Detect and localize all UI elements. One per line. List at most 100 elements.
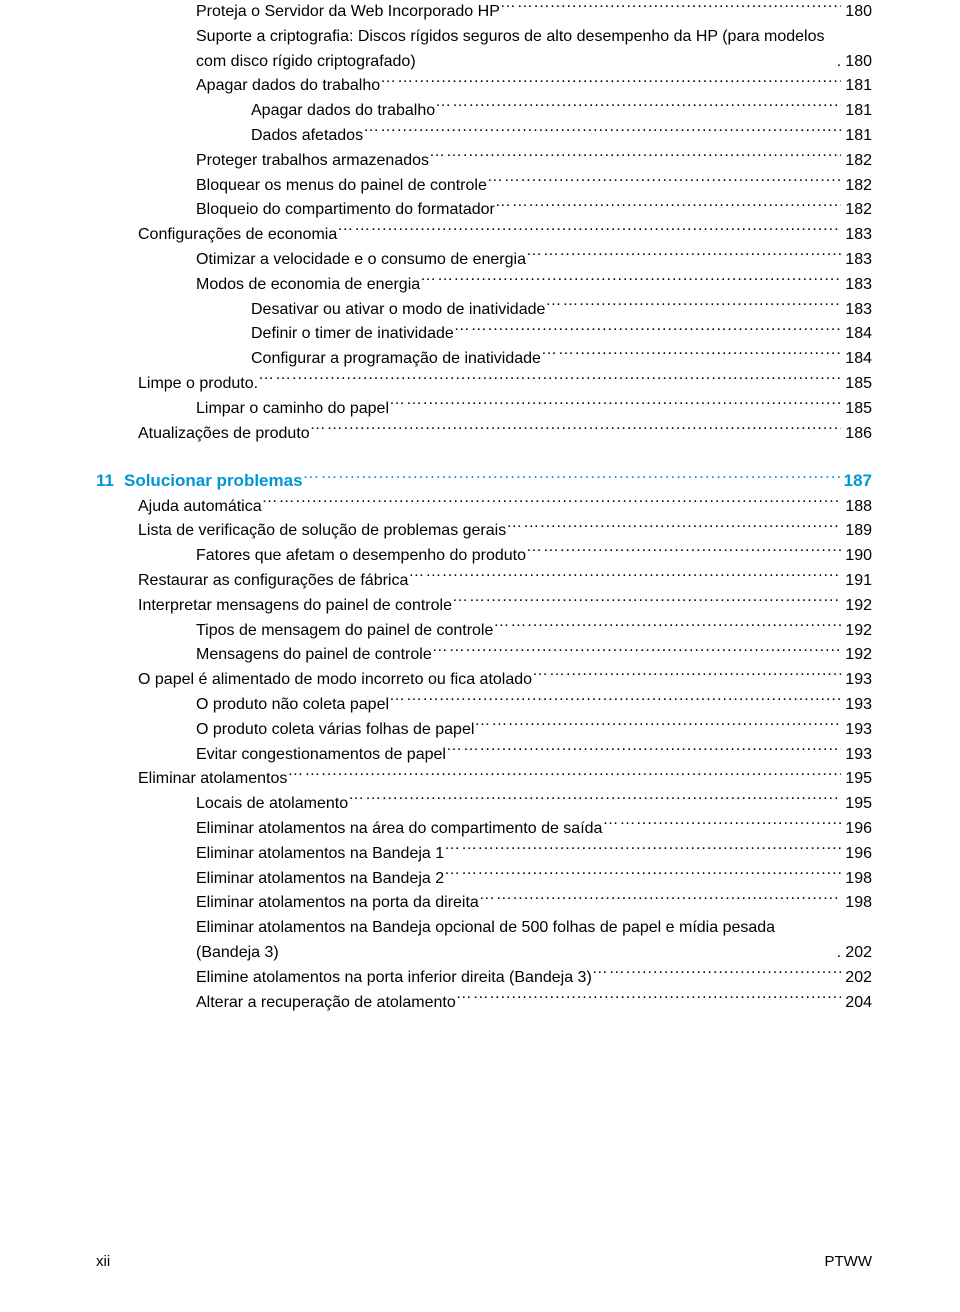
toc-leader <box>836 950 841 966</box>
toc-page: 182 <box>841 149 872 174</box>
toc-entry: Otimizar a velocidade e o consumo de ene… <box>196 248 872 273</box>
toc-entry: Limpar o caminho do papel185 <box>196 397 872 422</box>
toc-page: 183 <box>841 223 872 248</box>
toc-page: 180 <box>841 0 872 25</box>
toc-entry: Suporte a criptografia: Discos rígidos s… <box>196 25 872 75</box>
toc-entry: Ajuda automática188 <box>138 495 872 520</box>
toc-leader <box>526 544 841 560</box>
toc-entry: Apagar dados do trabalho181 <box>251 99 872 124</box>
toc-text: Interpretar mensagens do painel de contr… <box>138 594 452 619</box>
toc-page: 196 <box>841 842 872 867</box>
chapter-title: Solucionar problemas <box>124 471 303 490</box>
toc-entry: Lista de verificação de solução de probl… <box>138 519 872 544</box>
toc-page: 183 <box>841 248 872 273</box>
toc-leader <box>474 718 841 734</box>
toc-text: Eliminar atolamentos na porta da direita <box>196 891 479 916</box>
toc-leader <box>479 891 841 907</box>
toc-page: 202 <box>841 941 872 966</box>
toc-entry: Dados afetados181 <box>251 124 872 149</box>
toc-entry: Eliminar atolamentos na Bandeja opcional… <box>196 916 872 966</box>
toc-leader <box>526 248 841 264</box>
toc-page: 193 <box>841 693 872 718</box>
toc-entry: Modos de economia de energia 183 <box>196 273 872 298</box>
toc-entry: Definir o timer de inatividade184 <box>251 322 872 347</box>
toc-text: Mensagens do painel de controle <box>196 643 432 668</box>
toc-text: Ajuda automática <box>138 495 262 520</box>
toc-leader <box>532 668 841 684</box>
toc-page: 183 <box>841 273 872 298</box>
toc-text: Evitar congestionamentos de papel <box>196 743 446 768</box>
toc-block-a: Proteja o Servidor da Web Incorporado HP… <box>96 0 872 446</box>
toc-entry: O produto não coleta papel 193 <box>196 693 872 718</box>
toc-text: O produto não coleta papel <box>196 693 389 718</box>
toc-text: Eliminar atolamentos na Bandeja 2 <box>196 867 444 892</box>
toc-text: Desativar ou ativar o modo de inatividad… <box>251 298 545 323</box>
toc-leader <box>432 643 842 659</box>
toc-leader <box>363 124 841 140</box>
toc-text: Eliminar atolamentos na Bandeja opcional… <box>196 916 836 966</box>
toc-entry: Bloquear os menus do painel de controle1… <box>196 174 872 199</box>
toc-page: 191 <box>841 569 872 594</box>
toc-text: Definir o timer de inatividade <box>251 322 454 347</box>
toc-leader <box>408 569 841 585</box>
toc-entry: Restaurar as configurações de fábrica191 <box>138 569 872 594</box>
toc-leader <box>429 149 841 165</box>
toc-text: Limpar o caminho do papel <box>196 397 389 422</box>
toc-text: Dados afetados <box>251 124 363 149</box>
toc-leader <box>310 422 842 438</box>
toc-page: 181 <box>841 74 872 99</box>
toc-page: 192 <box>841 594 872 619</box>
toc-leader <box>420 273 841 289</box>
toc-page: 195 <box>841 792 872 817</box>
toc-entry: Elimine atolamentos na porta inferior di… <box>196 966 872 991</box>
toc-leader <box>541 347 841 363</box>
toc-entry: Locais de atolamento195 <box>196 792 872 817</box>
toc-leader <box>348 792 841 808</box>
toc-page: 183 <box>841 298 872 323</box>
page: Proteja o Servidor da Web Incorporado HP… <box>0 0 960 1312</box>
toc-text: Apagar dados do trabalho <box>196 74 380 99</box>
toc-leader <box>446 743 841 759</box>
toc-text: Elimine atolamentos na porta inferior di… <box>196 966 592 991</box>
toc-text: O papel é alimentado de modo incorreto o… <box>138 668 532 693</box>
toc-page: 198 <box>841 891 872 916</box>
toc-text: Bloquear os menus do painel de controle <box>196 174 487 199</box>
toc-entry: Eliminar atolamentos195 <box>138 767 872 792</box>
toc-entry: Eliminar atolamentos na Bandeja 1196 <box>196 842 872 867</box>
toc-entry: Eliminar atolamentos na Bandeja 2198 <box>196 867 872 892</box>
toc-leader <box>287 767 841 783</box>
toc-text: Tipos de mensagem do painel de controle <box>196 619 493 644</box>
toc-text: Eliminar atolamentos <box>138 767 287 792</box>
toc-leader <box>452 594 841 610</box>
toc-entry: Desativar ou ativar o modo de inatividad… <box>251 298 872 323</box>
toc-leader <box>493 619 841 635</box>
toc-text: Eliminar atolamentos na área do comparti… <box>196 817 602 842</box>
chapter-number: 11 <box>96 468 114 494</box>
toc-leader <box>337 223 841 239</box>
toc-page: 184 <box>841 347 872 372</box>
toc-entry: Tipos de mensagem do painel de controle 1… <box>196 619 872 644</box>
footer-left: xii <box>96 1253 110 1270</box>
toc-entry: Eliminar atolamentos na área do comparti… <box>196 817 872 842</box>
toc-page: 202 <box>841 966 872 991</box>
toc-page: 192 <box>841 643 872 668</box>
toc-page: 192 <box>841 619 872 644</box>
toc-block-b: Ajuda automática188Lista de verificação … <box>96 495 872 1016</box>
toc-page: 186 <box>841 422 872 447</box>
toc-entry: Atualizações de produto 186 <box>138 422 872 447</box>
toc-leader <box>456 991 842 1007</box>
toc-text: Alterar a recuperação de atolamento <box>196 991 456 1016</box>
toc-entry: Proteger trabalhos armazenados182 <box>196 149 872 174</box>
toc-leader <box>389 397 841 413</box>
toc-text: Modos de economia de energia <box>196 273 420 298</box>
toc-leader <box>495 198 841 214</box>
chapter-page: 187 <box>840 468 872 494</box>
toc-text: Apagar dados do trabalho <box>251 99 435 124</box>
toc-entry: Configurar a programação de inatividade1… <box>251 347 872 372</box>
toc-text: Atualizações de produto <box>138 422 310 447</box>
toc-leader <box>487 174 841 190</box>
toc-text: Otimizar a velocidade e o consumo de ene… <box>196 248 526 273</box>
toc-leader <box>262 495 842 511</box>
chapter-row: 11 Solucionar problemas 187 <box>96 468 872 494</box>
chapter-leader <box>303 469 840 486</box>
